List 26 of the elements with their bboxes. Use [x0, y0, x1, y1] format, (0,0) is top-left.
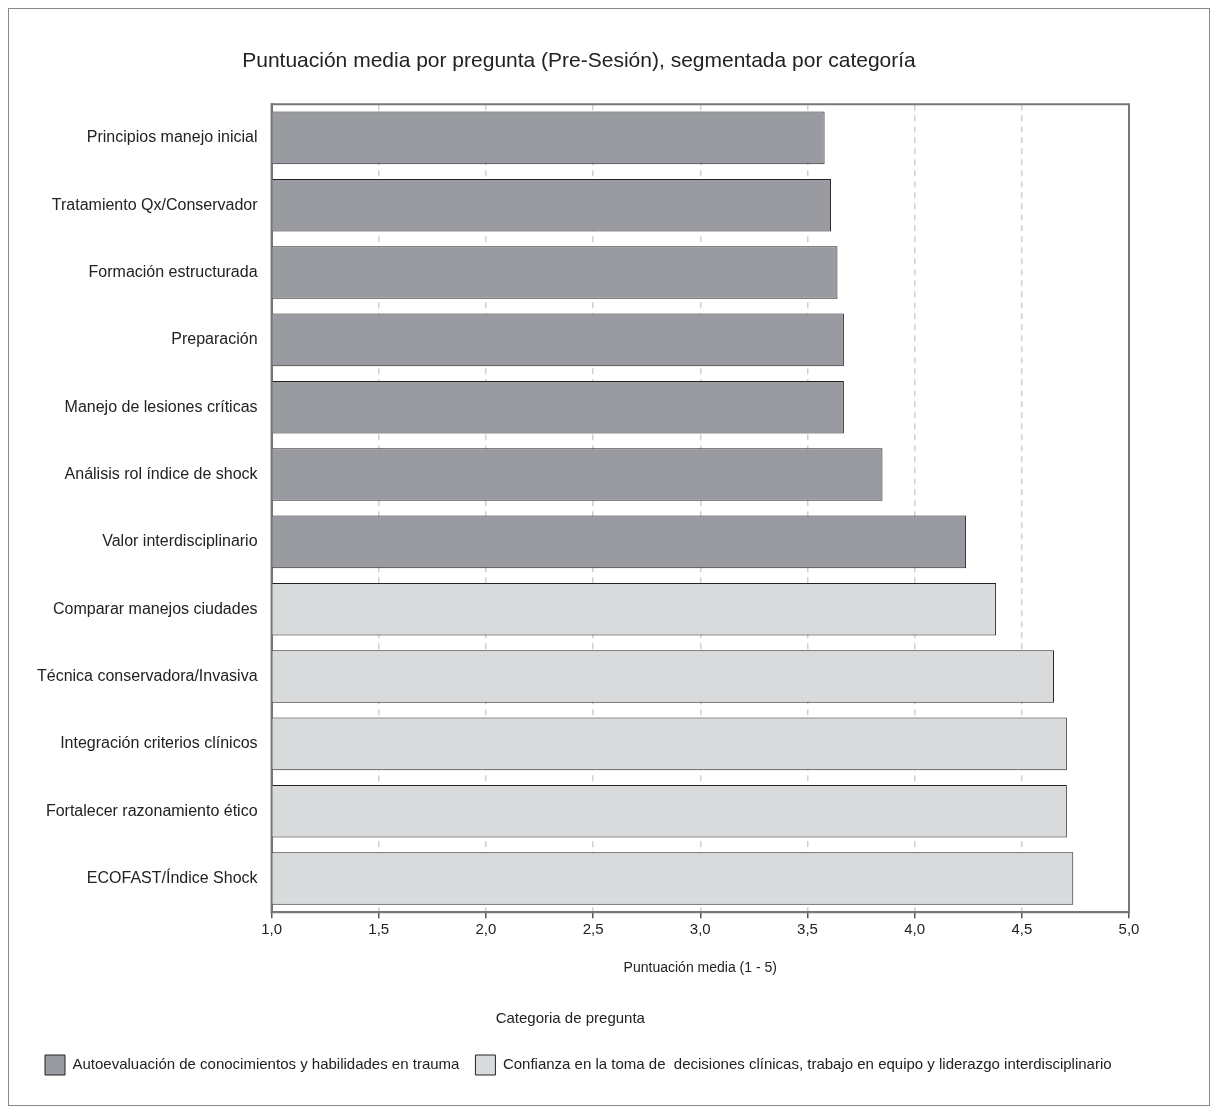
y-tick-label: Preparación [171, 330, 258, 348]
y-tick-label: Comparar manejos ciudades [53, 599, 258, 617]
legend-label: Autoevaluación de conocimientos y habilidades en trauma [72, 1055, 461, 1073]
y-tick-label: Tratamiento Qx/Conservador [51, 195, 259, 213]
y-tick-label: Integración criterios clínicos [60, 734, 258, 752]
y-tick-label: Manejo de lesiones críticas [64, 397, 258, 415]
x-tick-label: 2,0 [475, 920, 497, 938]
legend-title: Categoria de pregunta [495, 1008, 646, 1026]
x-tick-label: 5,0 [1118, 920, 1140, 938]
x-tick-label: 1,0 [261, 920, 282, 938]
y-tick-label: Técnica conservadora/Invasiva [36, 666, 258, 684]
y-tick-label: Principios manejo inicial [86, 128, 258, 146]
legend-label: Confianza en la toma de decisiones clínicas, trabajo en equipo y liderazgo interdisciplinario [502, 1055, 1112, 1073]
y-tick-label: Análisis rol índice de shock [64, 464, 259, 482]
y-tick-label: Valor interdisciplinario [102, 532, 258, 550]
y-tick-label: Fortalecer razonamiento ético [45, 801, 258, 819]
y-tick-label: Formación estructurada [88, 262, 258, 280]
y-tick-label: ECOFAST/Índice Shock [86, 867, 259, 886]
x-tick-label: 3,5 [797, 920, 818, 938]
x-axis-title: Puntuación media (1 - 5) [623, 959, 777, 976]
x-tick-label: 4,0 [904, 920, 926, 938]
x-tick-label: 3,0 [689, 920, 711, 938]
x-tick-label: 1,5 [368, 920, 390, 938]
x-tick-label: 2,5 [582, 920, 604, 938]
chart-title: Puntuación media por pregunta (Pre-Sesión), segmentada por categoría [242, 48, 917, 72]
x-tick-label: 4,5 [1011, 920, 1033, 938]
